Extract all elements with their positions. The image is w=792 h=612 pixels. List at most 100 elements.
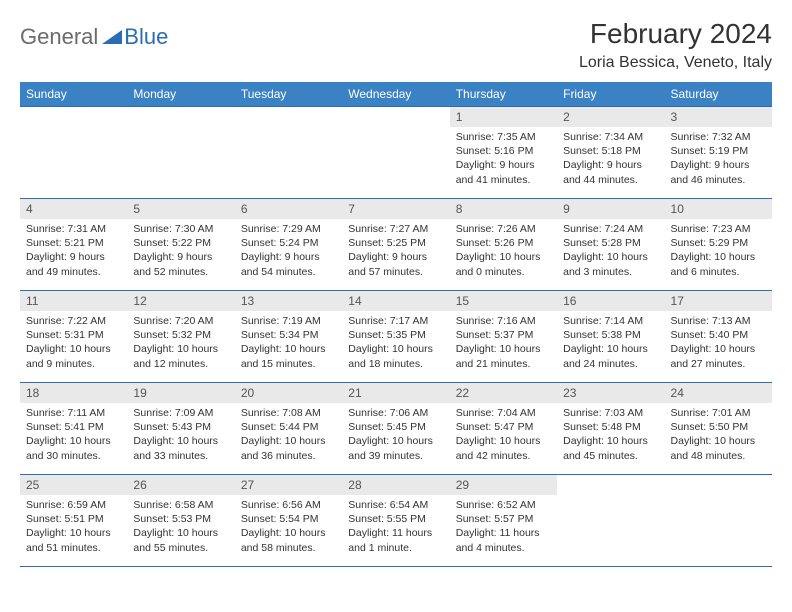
- day-number: 23: [557, 383, 664, 403]
- day-number: 13: [235, 291, 342, 311]
- day-details: Sunrise: 7:06 AMSunset: 5:45 PMDaylight:…: [342, 403, 449, 467]
- day-details: Sunrise: 7:27 AMSunset: 5:25 PMDaylight:…: [342, 219, 449, 283]
- day-details: Sunrise: 7:11 AMSunset: 5:41 PMDaylight:…: [20, 403, 127, 467]
- day-cell: 2Sunrise: 7:34 AMSunset: 5:18 PMDaylight…: [557, 107, 664, 199]
- day-number: 29: [450, 475, 557, 495]
- day-number: 2: [557, 107, 664, 127]
- day-cell: 24Sunrise: 7:01 AMSunset: 5:50 PMDayligh…: [665, 383, 772, 475]
- day-number: 24: [665, 383, 772, 403]
- day-details: Sunrise: 7:16 AMSunset: 5:37 PMDaylight:…: [450, 311, 557, 375]
- day-details: Sunrise: 7:22 AMSunset: 5:31 PMDaylight:…: [20, 311, 127, 375]
- day-number: 1: [450, 107, 557, 127]
- header: General Blue February 2024 Loria Bessica…: [20, 18, 772, 72]
- day-details: Sunrise: 7:29 AMSunset: 5:24 PMDaylight:…: [235, 219, 342, 283]
- location-text: Loria Bessica, Veneto, Italy: [579, 54, 772, 72]
- weekday-header: Friday: [557, 82, 664, 107]
- day-details: Sunrise: 7:23 AMSunset: 5:29 PMDaylight:…: [665, 219, 772, 283]
- day-number: 19: [127, 383, 234, 403]
- day-details: Sunrise: 7:09 AMSunset: 5:43 PMDaylight:…: [127, 403, 234, 467]
- day-cell: 18Sunrise: 7:11 AMSunset: 5:41 PMDayligh…: [20, 383, 127, 475]
- day-cell: [235, 107, 342, 199]
- day-number: 12: [127, 291, 234, 311]
- day-cell: [342, 107, 449, 199]
- week-row: 25Sunrise: 6:59 AMSunset: 5:51 PMDayligh…: [20, 475, 772, 567]
- logo-text-general: General: [20, 24, 98, 50]
- day-details: Sunrise: 7:19 AMSunset: 5:34 PMDaylight:…: [235, 311, 342, 375]
- day-number: 8: [450, 199, 557, 219]
- day-cell: 25Sunrise: 6:59 AMSunset: 5:51 PMDayligh…: [20, 475, 127, 567]
- day-cell: 23Sunrise: 7:03 AMSunset: 5:48 PMDayligh…: [557, 383, 664, 475]
- weekday-header-row: Sunday Monday Tuesday Wednesday Thursday…: [20, 82, 772, 107]
- day-number: 5: [127, 199, 234, 219]
- day-number: 14: [342, 291, 449, 311]
- day-number: 15: [450, 291, 557, 311]
- day-number: 20: [235, 383, 342, 403]
- day-cell: 20Sunrise: 7:08 AMSunset: 5:44 PMDayligh…: [235, 383, 342, 475]
- logo: General Blue: [20, 18, 168, 50]
- day-number: 26: [127, 475, 234, 495]
- day-cell: 1Sunrise: 7:35 AMSunset: 5:16 PMDaylight…: [450, 107, 557, 199]
- day-cell: 15Sunrise: 7:16 AMSunset: 5:37 PMDayligh…: [450, 291, 557, 383]
- day-details: Sunrise: 6:52 AMSunset: 5:57 PMDaylight:…: [450, 495, 557, 559]
- weekday-header: Thursday: [450, 82, 557, 107]
- week-row: 18Sunrise: 7:11 AMSunset: 5:41 PMDayligh…: [20, 383, 772, 475]
- day-details: Sunrise: 7:30 AMSunset: 5:22 PMDaylight:…: [127, 219, 234, 283]
- day-details: Sunrise: 7:26 AMSunset: 5:26 PMDaylight:…: [450, 219, 557, 283]
- day-cell: 9Sunrise: 7:24 AMSunset: 5:28 PMDaylight…: [557, 199, 664, 291]
- day-details: Sunrise: 7:35 AMSunset: 5:16 PMDaylight:…: [450, 127, 557, 191]
- day-cell: 3Sunrise: 7:32 AMSunset: 5:19 PMDaylight…: [665, 107, 772, 199]
- day-number: 3: [665, 107, 772, 127]
- day-number: 27: [235, 475, 342, 495]
- day-cell: 12Sunrise: 7:20 AMSunset: 5:32 PMDayligh…: [127, 291, 234, 383]
- day-details: Sunrise: 6:54 AMSunset: 5:55 PMDaylight:…: [342, 495, 449, 559]
- day-details: Sunrise: 6:56 AMSunset: 5:54 PMDaylight:…: [235, 495, 342, 559]
- day-details: Sunrise: 6:59 AMSunset: 5:51 PMDaylight:…: [20, 495, 127, 559]
- week-row: 1Sunrise: 7:35 AMSunset: 5:16 PMDaylight…: [20, 107, 772, 199]
- day-number: 25: [20, 475, 127, 495]
- weekday-header: Monday: [127, 82, 234, 107]
- day-cell: 11Sunrise: 7:22 AMSunset: 5:31 PMDayligh…: [20, 291, 127, 383]
- day-cell: 29Sunrise: 6:52 AMSunset: 5:57 PMDayligh…: [450, 475, 557, 567]
- day-number: 21: [342, 383, 449, 403]
- day-details: Sunrise: 7:03 AMSunset: 5:48 PMDaylight:…: [557, 403, 664, 467]
- day-details: Sunrise: 7:24 AMSunset: 5:28 PMDaylight:…: [557, 219, 664, 283]
- day-cell: 21Sunrise: 7:06 AMSunset: 5:45 PMDayligh…: [342, 383, 449, 475]
- day-cell: [127, 107, 234, 199]
- title-block: February 2024 Loria Bessica, Veneto, Ita…: [579, 18, 772, 72]
- day-number: 28: [342, 475, 449, 495]
- day-number: 11: [20, 291, 127, 311]
- logo-triangle-icon: [102, 28, 122, 49]
- day-number: 6: [235, 199, 342, 219]
- day-cell: 7Sunrise: 7:27 AMSunset: 5:25 PMDaylight…: [342, 199, 449, 291]
- day-cell: 4Sunrise: 7:31 AMSunset: 5:21 PMDaylight…: [20, 199, 127, 291]
- week-row: 11Sunrise: 7:22 AMSunset: 5:31 PMDayligh…: [20, 291, 772, 383]
- day-cell: 27Sunrise: 6:56 AMSunset: 5:54 PMDayligh…: [235, 475, 342, 567]
- day-details: Sunrise: 7:04 AMSunset: 5:47 PMDaylight:…: [450, 403, 557, 467]
- day-details: Sunrise: 7:31 AMSunset: 5:21 PMDaylight:…: [20, 219, 127, 283]
- day-cell: 8Sunrise: 7:26 AMSunset: 5:26 PMDaylight…: [450, 199, 557, 291]
- day-number: 16: [557, 291, 664, 311]
- day-details: Sunrise: 7:01 AMSunset: 5:50 PMDaylight:…: [665, 403, 772, 467]
- day-details: Sunrise: 6:58 AMSunset: 5:53 PMDaylight:…: [127, 495, 234, 559]
- month-title: February 2024: [579, 18, 772, 50]
- logo-text-blue: Blue: [124, 24, 168, 50]
- day-details: Sunrise: 7:32 AMSunset: 5:19 PMDaylight:…: [665, 127, 772, 191]
- weekday-header: Tuesday: [235, 82, 342, 107]
- calendar-table: Sunday Monday Tuesday Wednesday Thursday…: [20, 82, 772, 567]
- day-details: Sunrise: 7:08 AMSunset: 5:44 PMDaylight:…: [235, 403, 342, 467]
- day-cell: 17Sunrise: 7:13 AMSunset: 5:40 PMDayligh…: [665, 291, 772, 383]
- weekday-header: Wednesday: [342, 82, 449, 107]
- day-details: Sunrise: 7:17 AMSunset: 5:35 PMDaylight:…: [342, 311, 449, 375]
- calendar-body: 1Sunrise: 7:35 AMSunset: 5:16 PMDaylight…: [20, 107, 772, 567]
- day-cell: 28Sunrise: 6:54 AMSunset: 5:55 PMDayligh…: [342, 475, 449, 567]
- day-cell: 5Sunrise: 7:30 AMSunset: 5:22 PMDaylight…: [127, 199, 234, 291]
- day-number: 17: [665, 291, 772, 311]
- calendar-page: General Blue February 2024 Loria Bessica…: [0, 0, 792, 567]
- day-details: Sunrise: 7:20 AMSunset: 5:32 PMDaylight:…: [127, 311, 234, 375]
- day-number: 10: [665, 199, 772, 219]
- day-number: 9: [557, 199, 664, 219]
- day-cell: 19Sunrise: 7:09 AMSunset: 5:43 PMDayligh…: [127, 383, 234, 475]
- day-cell: 10Sunrise: 7:23 AMSunset: 5:29 PMDayligh…: [665, 199, 772, 291]
- day-details: Sunrise: 7:14 AMSunset: 5:38 PMDaylight:…: [557, 311, 664, 375]
- week-row: 4Sunrise: 7:31 AMSunset: 5:21 PMDaylight…: [20, 199, 772, 291]
